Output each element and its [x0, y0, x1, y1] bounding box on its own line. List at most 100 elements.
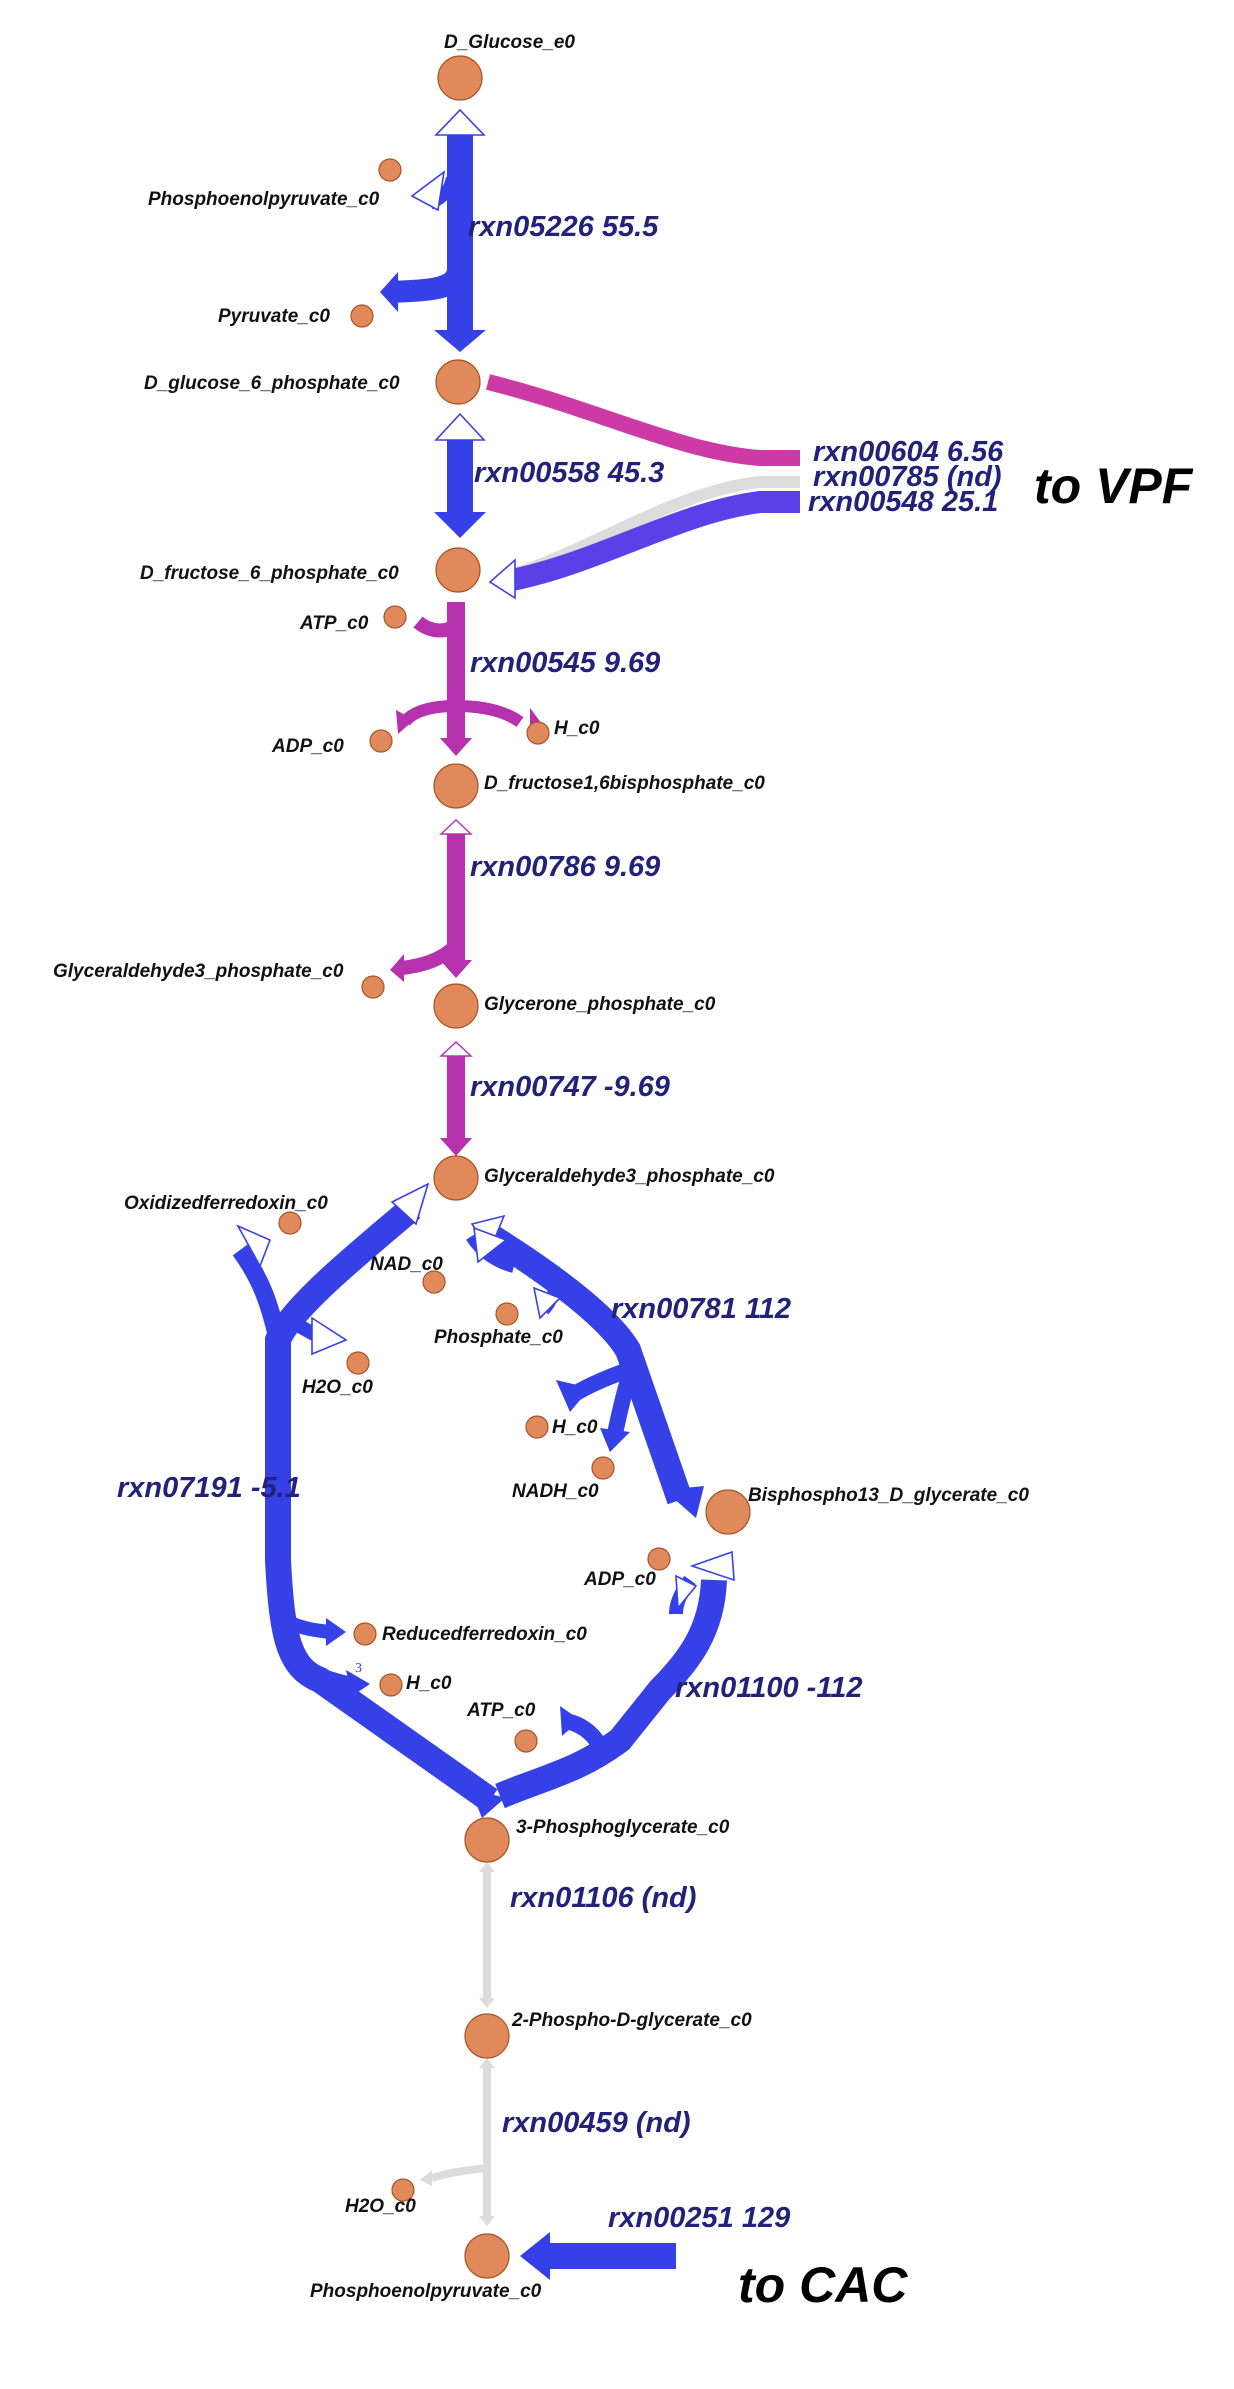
rxn00545-edges	[396, 602, 542, 756]
node-g6p[interactable]	[435, 359, 481, 405]
node-fbp[interactable]	[433, 763, 479, 809]
label-to-cac: to CAC	[738, 2257, 908, 2313]
node-h2o-2[interactable]	[391, 2178, 415, 2202]
label-rxn00604[interactable]: rxn00604 6.56	[813, 436, 1004, 468]
node-pep-bottom[interactable]	[464, 2233, 510, 2279]
rxn00781-nadh-edge	[606, 1377, 636, 1440]
label-rxn01100[interactable]: rxn01100 -112	[675, 1672, 863, 1704]
node-pep-top[interactable]	[378, 158, 402, 182]
rxn05226-reactant-open-arrowhead	[434, 108, 486, 136]
label-rxn07191[interactable]: rxn07191 -5.1	[117, 1472, 301, 1504]
rxn05226-edges	[380, 108, 486, 352]
node-oxfd[interactable]	[278, 1211, 302, 1235]
rxn00558-edges	[434, 412, 486, 538]
node-bpg[interactable]	[705, 1489, 751, 1535]
rxn01106-edges	[479, 1862, 495, 2008]
rxn01100-atp-arrowhead	[560, 1706, 580, 1736]
label-f6p: D_fructose_6_phosphate_c0	[140, 563, 399, 584]
node-2pg[interactable]	[464, 2013, 510, 2059]
label-atp-2: ATP_c0	[466, 1700, 536, 1721]
node-adp-1[interactable]	[369, 729, 393, 753]
label-rxn00786[interactable]: rxn00786 9.69	[470, 851, 660, 883]
label-rxn05226[interactable]: rxn05226 55.5	[468, 211, 659, 243]
rxn00548-open-arrowhead	[488, 558, 516, 600]
label-rxn00545[interactable]: rxn00545 9.69	[470, 647, 660, 679]
node-3pg[interactable]	[464, 1817, 510, 1863]
label-rxn01106[interactable]: rxn01106 (nd)	[510, 1882, 696, 1914]
label-rxn00747[interactable]: rxn00747 -9.69	[470, 1071, 670, 1103]
label-atp-1: ATP_c0	[299, 613, 369, 634]
label-rxn00459[interactable]: rxn00459 (nd)	[502, 2107, 691, 2139]
metabolite-nodes	[278, 55, 751, 2279]
rxn00781-h-arrowhead	[556, 1380, 590, 1412]
rxn00781-nadh-arrowhead	[600, 1428, 630, 1452]
label-h-1: H_c0	[554, 718, 600, 739]
label-rxn00251[interactable]: rxn00251 129	[608, 2202, 790, 2234]
node-nadh[interactable]	[591, 1456, 615, 1480]
rxn00251-arrowhead	[520, 2232, 550, 2280]
node-h-3[interactable]	[379, 1673, 403, 1697]
reaction-labels: rxn05226 55.5 rxn00604 6.56 rxn00785 (nd…	[117, 211, 1004, 2234]
node-h-2[interactable]	[525, 1415, 549, 1439]
rxn00459-h2o-arrowhead	[420, 2170, 432, 2186]
node-phosphate[interactable]	[495, 1302, 519, 1326]
label-gap-side: Glyceraldehyde3_phosphate_c0	[53, 961, 344, 982]
rxn00548-edge	[509, 491, 800, 591]
node-atp-2[interactable]	[514, 1729, 538, 1753]
node-dhap[interactable]	[433, 983, 479, 1029]
rxn00558-arrowhead	[434, 512, 486, 538]
rxn01106-down-arrowhead	[479, 1998, 495, 2008]
rxn07191-redfd-arrowhead	[326, 1618, 346, 1646]
node-h2o-1[interactable]	[346, 1351, 370, 1375]
node-adp-2[interactable]	[647, 1547, 671, 1571]
rxn00747-open-arrowhead	[439, 1041, 473, 1057]
vpf-edges	[486, 374, 800, 600]
rxn07191-h2o-open-arrowhead	[311, 1316, 348, 1356]
rxn00459-up-arrowhead	[479, 2058, 495, 2068]
rxn07191-edges: 3	[232, 1182, 505, 1818]
rxn00786-gap-edge	[401, 939, 462, 975]
node-f6p[interactable]	[435, 547, 481, 593]
rxn00545-adp-arrowhead	[396, 710, 414, 734]
label-2pg: 2-Phospho-D-glycerate_c0	[511, 2010, 752, 2031]
label-dhap: Glycerone_phosphate_c0	[484, 994, 716, 1015]
label-to-vpf: to VPF	[1034, 458, 1194, 514]
rxn00786-edges	[390, 819, 473, 982]
node-h-1[interactable]	[526, 721, 550, 745]
node-atp-1[interactable]	[383, 605, 407, 629]
rxn00604-edge	[486, 374, 800, 466]
destination-labels: to VPF to CAC	[738, 458, 1194, 2313]
label-adp-2: ADP_c0	[583, 1569, 656, 1590]
label-pep-top: Phosphoenolpyruvate_c0	[148, 189, 380, 210]
rxn00545-atp-edge	[413, 616, 462, 638]
label-rxn00558[interactable]: rxn00558 45.3	[474, 457, 664, 489]
label-g6p: D_glucose_6_phosphate_c0	[144, 373, 400, 394]
metabolite-labels: D_Glucose_e0 Phosphoenolpyruvate_c0 Pyru…	[53, 32, 1029, 2302]
node-pyruvate[interactable]	[350, 304, 374, 328]
rxn00781-edges	[466, 1214, 704, 1518]
rxn01106-up-arrowhead	[479, 1862, 495, 1872]
rxn00558-open-arrowhead	[434, 412, 486, 441]
rxn01100-atp-edge	[567, 1714, 608, 1752]
node-d-glucose-e0[interactable]	[437, 55, 483, 101]
label-bpg: Bisphospho13_D_glycerate_c0	[748, 1485, 1029, 1506]
rxn01100-adp-open-arrowhead	[675, 1574, 698, 1611]
rxn00781-bpg-arrowhead	[664, 1486, 704, 1518]
label-rxn00548[interactable]: rxn00548 25.1	[808, 486, 998, 518]
node-gap-side[interactable]	[361, 975, 385, 999]
node-gap[interactable]	[433, 1155, 479, 1201]
label-rxn00785[interactable]: rxn00785 (nd)	[813, 461, 1002, 493]
rxn07191-oxfd-open-arrowhead	[236, 1224, 272, 1268]
rxn00786-open-arrowhead	[439, 819, 473, 835]
rxn00747-edges	[439, 1041, 473, 1156]
rxn00459-down-arrowhead	[479, 2216, 495, 2226]
rxn07191-gap-open-arrowhead	[390, 1182, 430, 1226]
node-nad[interactable]	[422, 1270, 446, 1294]
rxn00786-gap-arrowhead	[390, 954, 404, 982]
rxn00781-nad-open-arrowhead	[473, 1226, 508, 1264]
label-rxn00781[interactable]: rxn00781 112	[611, 1293, 791, 1325]
node-redfd[interactable]	[353, 1622, 377, 1646]
rxn05226-pyruvate-edge	[391, 267, 469, 303]
rxn00251-edges	[520, 2232, 676, 2280]
